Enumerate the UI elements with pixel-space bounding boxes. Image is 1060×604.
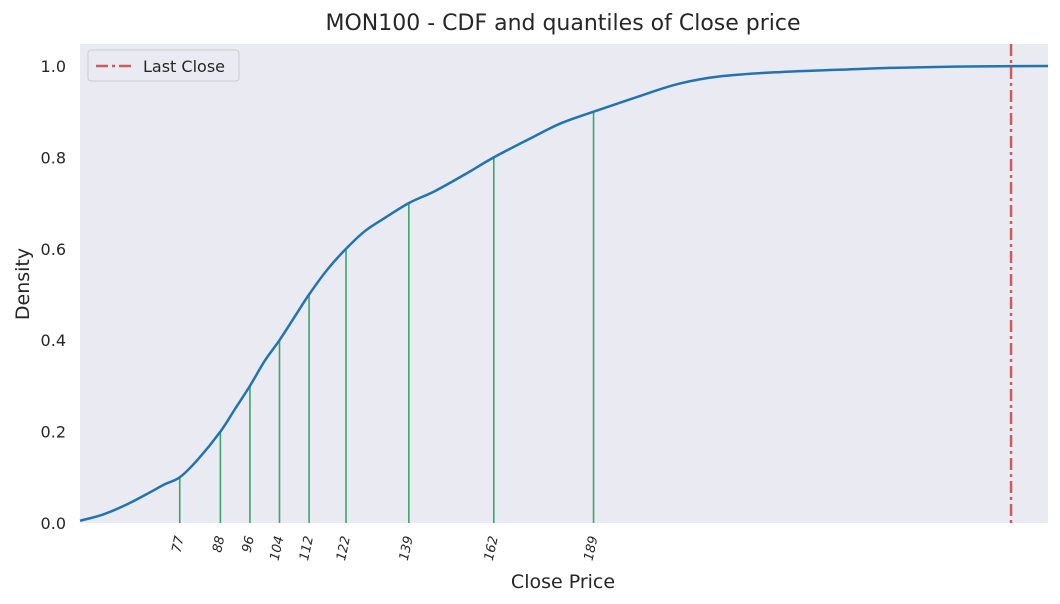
quantile-lines (178, 111, 595, 523)
x-tick-label-104: 104 (268, 535, 288, 562)
x-tick-label-122: 122 (334, 535, 354, 562)
y-tick-label-0.6: 0.6 (41, 240, 66, 259)
y-tick-label-0.2: 0.2 (41, 423, 66, 442)
x-tick-label-162: 162 (482, 535, 502, 562)
legend: Last Close (87, 49, 240, 82)
x-axis-quantile-ticks: 77 88 96 104 112 122 139 162 189 (170, 534, 602, 562)
legend-label-last-close: Last Close (143, 57, 225, 76)
x-tick-label-189: 189 (582, 535, 602, 562)
y-tick-label-0.8: 0.8 (41, 148, 66, 167)
y-tick-label-0.0: 0.0 (41, 514, 66, 533)
y-tick-label-1.0: 1.0 (41, 57, 66, 76)
y-tick-label-0.4: 0.4 (41, 331, 66, 350)
plot-area (80, 44, 1048, 523)
x-tick-label-77: 77 (170, 534, 188, 554)
legend-box (87, 49, 240, 82)
y-axis-ticks: 0.0 0.2 0.4 0.6 0.8 1.0 (41, 57, 66, 533)
y-axis-label: Density (12, 248, 34, 320)
x-tick-label-88: 88 (210, 535, 228, 554)
chart-title: MON100 - CDF and quantiles of Close pric… (325, 11, 800, 36)
x-tick-label-96: 96 (240, 535, 258, 554)
x-tick-label-112: 112 (297, 535, 317, 562)
x-tick-label-139: 139 (397, 535, 417, 562)
cdf-line (79, 64, 1049, 522)
x-axis-label: Close Price (511, 571, 615, 593)
